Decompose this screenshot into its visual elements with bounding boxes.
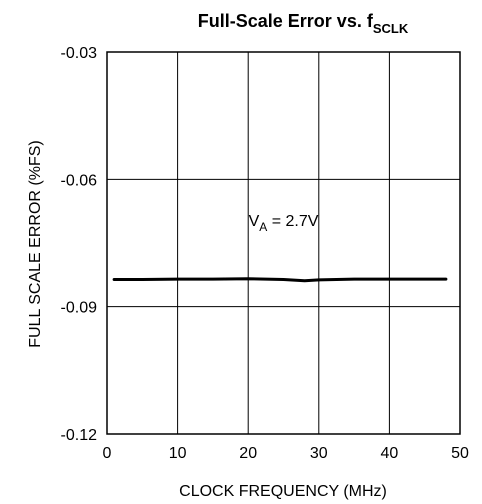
y-tick-label: -0.06 (61, 172, 98, 189)
series-layer (112, 277, 448, 283)
y-tick-label: -0.12 (61, 427, 98, 444)
y-tick-label: -0.03 (61, 45, 98, 62)
y-tick-labels: -0.03 -0.06 -0.09 -0.12 (61, 45, 98, 444)
annotation-subscript: A (259, 220, 267, 234)
x-tick-label: 40 (381, 445, 399, 462)
x-axis-label: CLOCK FREQUENCY (MHz) (179, 483, 387, 500)
plot-frame (106, 51, 461, 435)
x-tick-label: 50 (451, 445, 469, 462)
x-tick-label: 30 (310, 445, 328, 462)
annotation-suffix: = 2.7V (267, 213, 318, 230)
y-tick-label: -0.09 (61, 300, 98, 317)
x-tick-labels: 0 10 20 30 40 50 (103, 445, 469, 462)
series-line (112, 277, 448, 283)
x-tick-label: 20 (239, 445, 257, 462)
y-axis-label: FULL SCALE ERROR (%FS) (27, 140, 44, 347)
x-tick-label: 10 (169, 445, 187, 462)
chart-title-subscript: SCLK (373, 21, 409, 36)
chart-title-main: Full-Scale Error vs. f (198, 11, 374, 31)
grid (106, 51, 461, 435)
annotation-prefix: V (249, 213, 260, 230)
x-tick-label: 0 (103, 445, 112, 462)
annotation-va: VA = 2.7V (249, 213, 319, 234)
chart-title: Full-Scale Error vs. fSCLK (198, 11, 409, 36)
